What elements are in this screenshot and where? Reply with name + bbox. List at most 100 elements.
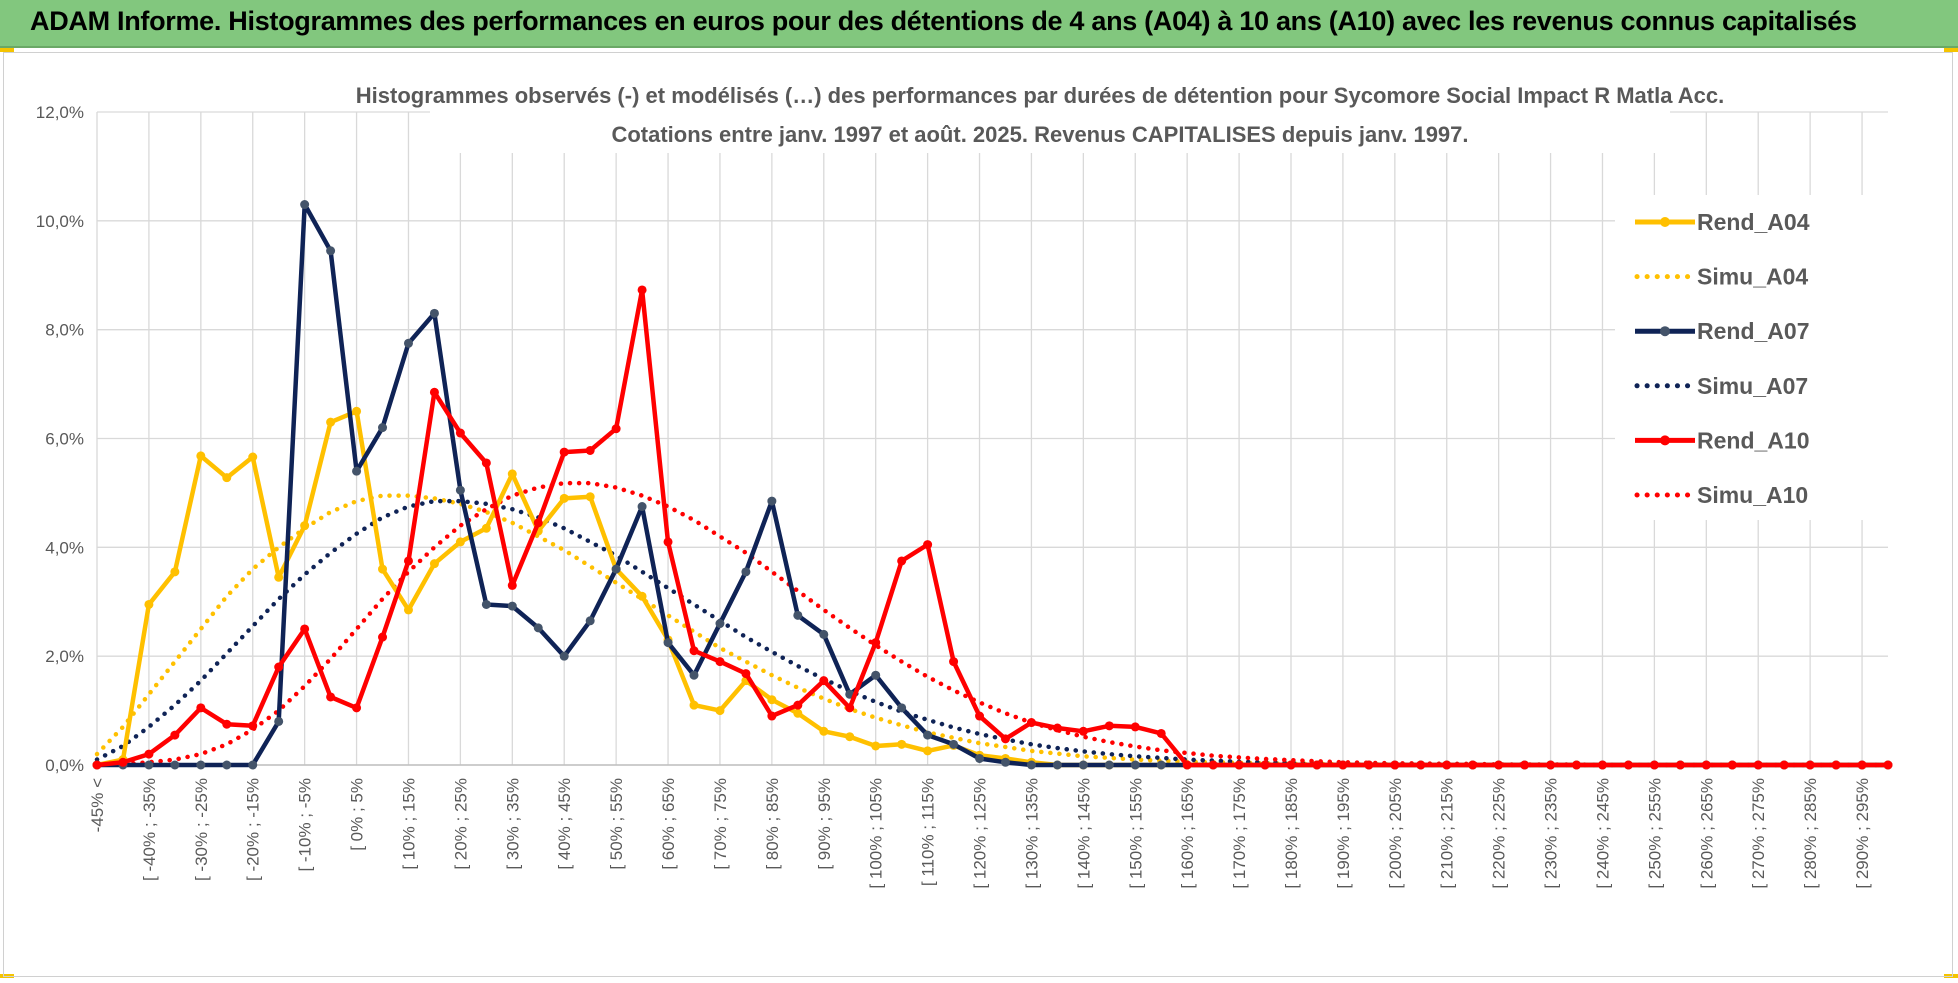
data-point-Rend_A10	[1675, 760, 1685, 770]
data-point-Rend_A10	[1831, 760, 1841, 770]
data-point-Rend_A07	[1052, 760, 1062, 770]
data-point-Rend_A10	[1442, 760, 1452, 770]
data-point-Rend_A10	[1520, 760, 1530, 770]
data-point-Rend_A10	[559, 447, 569, 457]
data-point-Rend_A07	[1078, 760, 1088, 770]
data-point-Rend_A10	[1286, 760, 1296, 770]
x-tick-label: [ 40% ; 45%	[555, 778, 574, 870]
series-line-Simu_A07	[94, 498, 1891, 768]
legend-label: Rend_A07	[1697, 318, 1809, 344]
data-point-Rend_A07	[819, 629, 829, 639]
data-point-Rend_A10	[1701, 760, 1711, 770]
data-point-Rend_A07	[1130, 760, 1140, 770]
data-point-Rend_A10	[923, 540, 933, 550]
data-point-Rend_A07	[300, 200, 310, 210]
x-tick-label: [ 260% ; 265%	[1697, 778, 1716, 889]
data-point-Rend_A04	[429, 559, 439, 569]
data-point-Rend_A10	[949, 657, 959, 667]
data-point-Rend_A10	[429, 387, 439, 397]
x-tick-label: [ 170% ; 175%	[1230, 778, 1249, 889]
data-point-Rend_A10	[871, 638, 881, 648]
y-axis: 0,0% 2,0% 4,0% 6,0% 8,0% 10,0% 12,0%	[36, 103, 84, 775]
data-point-Rend_A10	[1416, 760, 1426, 770]
data-point-Rend_A10	[1338, 760, 1348, 770]
y-tick-label: 4,0%	[45, 538, 84, 557]
data-point-Rend_A10	[1623, 760, 1633, 770]
data-point-Rend_A10	[715, 657, 725, 667]
y-tick-label: 10,0%	[36, 212, 84, 231]
data-point-Rend_A04	[559, 493, 569, 503]
data-point-Rend_A07	[274, 716, 284, 726]
data-point-Rend_A10	[1753, 760, 1763, 770]
data-point-Rend_A04	[793, 708, 803, 718]
data-point-Rend_A04	[455, 537, 465, 547]
data-point-Rend_A10	[975, 711, 985, 721]
x-tick-label: [ -10% ; -5%	[296, 778, 315, 872]
data-point-Rend_A10	[403, 556, 413, 566]
data-point-Rend_A10	[352, 703, 362, 713]
data-point-Rend_A07	[637, 502, 647, 512]
y-tick-label: 8,0%	[45, 321, 84, 340]
data-point-Rend_A07	[585, 616, 595, 626]
x-tick-label: [ 120% ; 125%	[971, 778, 990, 889]
x-tick-label: [ 80% ; 85%	[763, 778, 782, 870]
data-point-Rend_A07	[403, 338, 413, 348]
data-point-Rend_A10	[481, 458, 491, 468]
data-point-Rend_A04	[585, 492, 595, 502]
data-point-Rend_A04	[352, 406, 362, 416]
data-point-Rend_A10	[1779, 760, 1789, 770]
data-point-Rend_A10	[1390, 760, 1400, 770]
data-point-Rend_A10	[637, 285, 647, 295]
legend-marker	[1660, 435, 1670, 446]
data-point-Rend_A04	[767, 695, 777, 705]
data-point-Rend_A10	[1546, 760, 1556, 770]
x-tick-label: [ 240% ; 245%	[1593, 778, 1612, 889]
legend-marker	[1660, 217, 1670, 227]
data-point-Rend_A04	[845, 732, 855, 742]
data-point-Rend_A10	[585, 445, 595, 455]
x-tick-label: [ -30% ; -25%	[192, 778, 211, 881]
data-point-Rend_A07	[429, 308, 439, 318]
data-point-Rend_A04	[819, 726, 829, 736]
data-point-Rend_A04	[871, 741, 881, 751]
data-point-Rend_A10	[741, 669, 751, 679]
title-background	[430, 78, 1670, 153]
data-point-Rend_A07	[611, 564, 621, 574]
data-point-Rend_A04	[170, 567, 180, 577]
data-point-Rend_A07	[975, 753, 985, 763]
data-point-Rend_A10	[326, 692, 336, 702]
x-tick-label: [ 220% ; 225%	[1490, 778, 1509, 889]
report-title: ADAM Informe. Histogrammes des performan…	[30, 6, 1857, 36]
data-point-Rend_A07	[378, 423, 388, 433]
x-tick-label: [ 190% ; 195%	[1334, 778, 1353, 889]
data-point-Rend_A10	[378, 632, 388, 642]
data-point-Rend_A07	[689, 670, 699, 680]
data-point-Rend_A10	[144, 749, 154, 759]
x-tick-label: [ 160% ; 165%	[1178, 778, 1197, 889]
data-point-Rend_A04	[248, 452, 258, 462]
data-point-Rend_A10	[1364, 760, 1374, 770]
data-point-Rend_A07	[222, 760, 232, 770]
x-tick-label: [ 50% ; 55%	[607, 778, 626, 870]
data-point-Rend_A07	[352, 466, 362, 476]
data-point-Rend_A10	[274, 662, 284, 672]
data-point-Rend_A04	[274, 572, 284, 582]
corner-mark-right	[1944, 48, 1958, 52]
data-point-Rend_A07	[923, 730, 933, 740]
data-point-Rend_A07	[1026, 760, 1036, 770]
x-tick-label: [ 110% ; 115%	[919, 778, 938, 886]
data-point-Rend_A10	[1649, 760, 1659, 770]
chart-title: Histogrammes observés (-) et modélisés (…	[356, 83, 1724, 108]
plot-area	[92, 200, 1893, 770]
data-point-Rend_A10	[663, 537, 673, 547]
chart-legend: Rend_A04 Simu_A04 Rend_A07 Simu_A07 Rend_A10…	[1615, 195, 1890, 520]
data-point-Rend_A10	[1805, 760, 1815, 770]
y-tick-label: 2,0%	[45, 647, 84, 666]
x-tick-label: [ 60% ; 65%	[659, 778, 678, 870]
data-point-Rend_A10	[1727, 760, 1737, 770]
data-point-Rend_A07	[559, 651, 569, 661]
chart-subtitle: Cotations entre janv. 1997 et août. 2025…	[611, 122, 1468, 147]
legend-label: Simu_A07	[1697, 373, 1808, 399]
x-tick-label: [ 30% ; 35%	[503, 778, 522, 870]
data-point-Rend_A04	[507, 469, 517, 479]
